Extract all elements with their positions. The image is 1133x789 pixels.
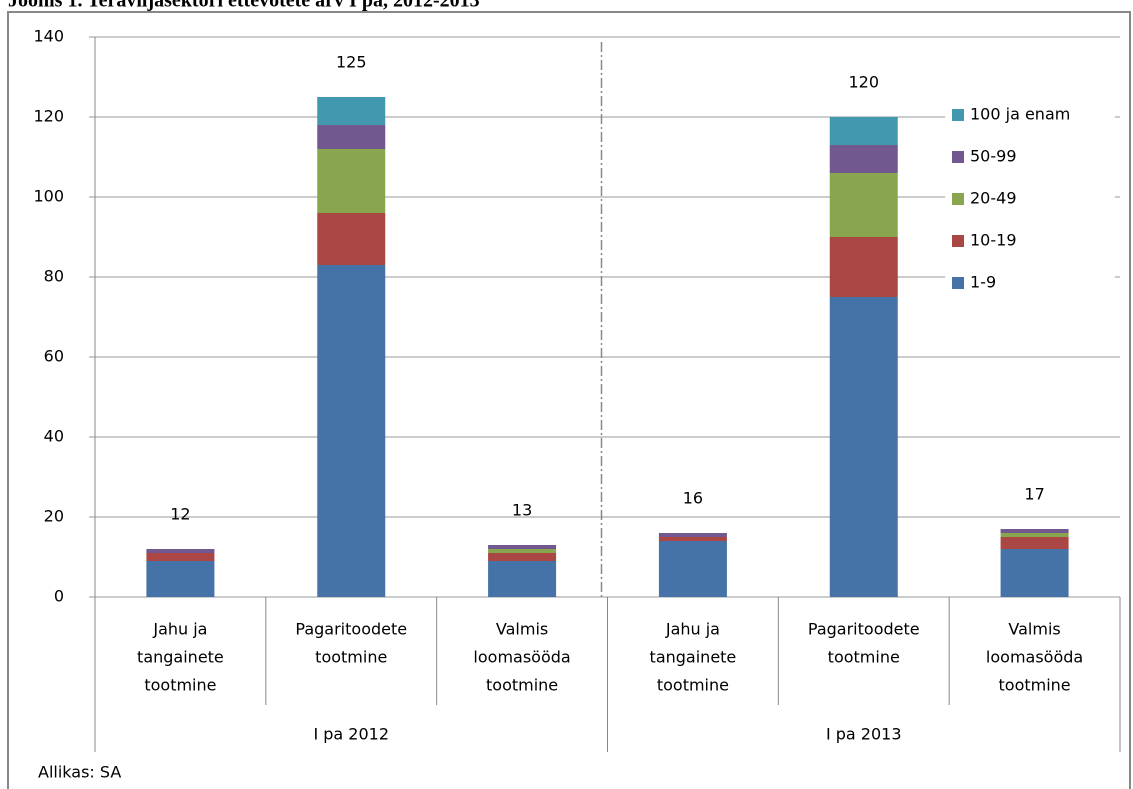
x-tick-label: tangainete <box>137 648 224 667</box>
x-tick-label: tootmine <box>657 676 729 695</box>
total-label: 12 <box>170 505 190 524</box>
bar-segment <box>488 561 557 597</box>
x-tick-label: tootmine <box>315 648 387 667</box>
bar-segment <box>488 545 557 549</box>
x-tick-label: tootmine <box>486 676 558 695</box>
legend-swatch <box>952 109 964 121</box>
legend-label: 1-9 <box>970 273 996 292</box>
bar-segment <box>317 265 386 597</box>
y-tick-label: 140 <box>33 27 64 46</box>
x-tick-label: Pagaritoodete <box>808 620 920 639</box>
bar-segment <box>829 237 898 297</box>
legend-label: 10-19 <box>970 231 1017 250</box>
total-label: 17 <box>1024 485 1044 504</box>
legend-box <box>945 96 1115 302</box>
bar-segment <box>317 149 386 213</box>
x-tick-label: loomasööda <box>473 648 570 667</box>
source-note: Allikas: SA <box>38 763 121 782</box>
bar-segment <box>1000 537 1069 549</box>
x-tick-label: Pagaritoodete <box>295 620 407 639</box>
y-tick-label: 40 <box>44 427 64 446</box>
x-tick-label: Jahu ja <box>665 620 720 639</box>
group-label: I pa 2012 <box>313 725 389 744</box>
bar-segment <box>1000 529 1069 533</box>
legend-label: 50-99 <box>970 147 1017 166</box>
bar-segment <box>488 553 557 561</box>
x-tick-label: tangainete <box>650 648 737 667</box>
total-label: 16 <box>683 489 703 508</box>
bar-segment <box>658 537 727 541</box>
legend-swatch <box>952 151 964 163</box>
legend-swatch <box>952 235 964 247</box>
bar-segment <box>317 213 386 265</box>
bar-segment <box>829 173 898 237</box>
bar-segment <box>488 549 557 553</box>
y-tick-label: 100 <box>33 187 64 206</box>
total-label: 13 <box>512 501 532 520</box>
bar-segment <box>146 553 215 561</box>
bar-segment <box>146 561 215 597</box>
bar-segment <box>146 549 215 553</box>
y-tick-label: 20 <box>44 507 64 526</box>
y-tick-label: 120 <box>33 107 64 126</box>
y-tick-label: 60 <box>44 347 64 366</box>
total-label: 125 <box>336 53 367 72</box>
bar-segment <box>658 541 727 597</box>
bar-segment <box>658 533 727 537</box>
bar-segment <box>317 125 386 149</box>
legend-label: 20-49 <box>970 189 1017 208</box>
bar-segment <box>1000 549 1069 597</box>
y-tick-label: 0 <box>54 587 64 606</box>
legend-swatch <box>952 193 964 205</box>
x-tick-label: tootmine <box>144 676 216 695</box>
x-tick-label: Jahu ja <box>152 620 207 639</box>
total-label: 120 <box>848 73 879 92</box>
bar-segment <box>829 145 898 173</box>
group-label: I pa 2013 <box>826 725 902 744</box>
bar-segment <box>829 297 898 597</box>
x-tick-label: tootmine <box>828 648 900 667</box>
bar-segment <box>829 117 898 145</box>
x-tick-label: Valmis <box>496 620 548 639</box>
chart-title: Joonis 1. Teraviljasektori ettevõtete ar… <box>8 0 480 12</box>
y-tick-label: 80 <box>44 267 64 286</box>
bar-segment <box>1000 533 1069 537</box>
legend-swatch <box>952 277 964 289</box>
x-tick-label: Valmis <box>1008 620 1060 639</box>
x-tick-label: loomasööda <box>986 648 1083 667</box>
legend-label: 100 ja enam <box>970 105 1070 124</box>
chart-frame <box>7 11 1131 789</box>
x-tick-label: tootmine <box>999 676 1071 695</box>
bar-segment <box>317 97 386 125</box>
